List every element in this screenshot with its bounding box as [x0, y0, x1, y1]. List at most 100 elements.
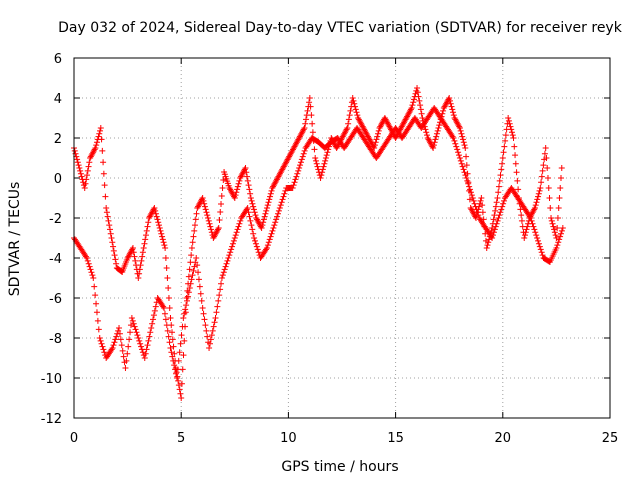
data-point [78, 173, 85, 180]
data-point [538, 249, 545, 256]
data-point [548, 217, 555, 224]
data-point [300, 126, 307, 133]
data-point [87, 266, 94, 273]
data-point [203, 209, 210, 216]
data-point [450, 112, 457, 119]
data-point [200, 310, 207, 317]
data-point [103, 205, 110, 211]
data-point [414, 89, 421, 96]
data-point [245, 209, 252, 216]
data-point [219, 272, 226, 279]
data-point [235, 223, 242, 230]
data-point [193, 255, 200, 261]
data-point [306, 99, 313, 106]
data-point [345, 120, 352, 127]
data-point [436, 122, 443, 129]
data-point [170, 343, 177, 350]
data-point [464, 177, 471, 184]
data-point [418, 110, 425, 117]
data-point [302, 120, 309, 127]
data-point [513, 169, 520, 176]
grid-lines [74, 58, 610, 418]
data-point [192, 216, 199, 223]
data-point [184, 297, 191, 304]
data-point [276, 205, 283, 211]
data-point [250, 230, 257, 237]
data-point [234, 183, 241, 190]
data-point [201, 316, 208, 323]
data-point [110, 243, 117, 250]
data-point [463, 153, 470, 160]
data-point [75, 162, 82, 169]
data-point [345, 116, 352, 123]
data-point [497, 172, 504, 179]
data-point [185, 289, 192, 296]
data-point [166, 305, 173, 311]
data-point [301, 125, 308, 131]
data-point [457, 127, 464, 134]
data-point [535, 193, 542, 200]
data-point [314, 163, 321, 170]
data-point [463, 162, 470, 169]
data-point [296, 165, 303, 171]
data-point [547, 205, 554, 211]
data-point [557, 230, 564, 237]
data-point [346, 112, 353, 119]
data-point [96, 335, 103, 341]
data-point [557, 175, 564, 181]
data-point [407, 106, 414, 113]
data-point [472, 203, 479, 210]
data-point [143, 346, 150, 353]
data-point [270, 225, 277, 231]
data-point [514, 177, 521, 184]
data-point [295, 167, 302, 174]
data-point [96, 130, 103, 137]
data-point [494, 195, 501, 201]
data-point [247, 190, 254, 197]
data-point [144, 342, 151, 349]
data-point [191, 222, 198, 229]
data-point [473, 206, 480, 213]
data-point [234, 186, 241, 193]
data-point [455, 149, 462, 156]
data-point [181, 310, 188, 317]
data-point [151, 205, 158, 211]
data-point [172, 370, 179, 377]
data-point [544, 165, 551, 171]
data-point [110, 342, 117, 349]
data-point [186, 266, 193, 273]
data-point [501, 197, 508, 204]
data-point [507, 123, 514, 130]
data-point [546, 195, 553, 201]
data-point [323, 152, 330, 159]
data-point [309, 129, 316, 136]
data-point [492, 223, 499, 230]
data-point [255, 249, 262, 256]
plot-frame [73, 57, 611, 419]
data-point [149, 320, 156, 327]
data-point [137, 340, 144, 347]
data-point [531, 205, 538, 211]
data-point [122, 365, 129, 371]
data-point [275, 207, 282, 214]
data-point [416, 97, 423, 104]
data-point [267, 233, 274, 240]
data-point [97, 337, 104, 344]
data-point [559, 225, 566, 231]
data-point [435, 125, 442, 131]
data-point [489, 235, 496, 241]
data-point [533, 232, 540, 239]
data-point [92, 292, 99, 299]
series-SDTVAR-b [71, 105, 566, 381]
data-point [492, 203, 499, 210]
data-point [265, 239, 272, 246]
data-point [419, 115, 426, 121]
data-point [274, 210, 281, 217]
data-point [124, 350, 131, 357]
data-point [155, 219, 162, 226]
data-point [77, 167, 84, 174]
data-point [141, 240, 148, 247]
data-point [160, 239, 167, 246]
data-point [162, 255, 169, 261]
